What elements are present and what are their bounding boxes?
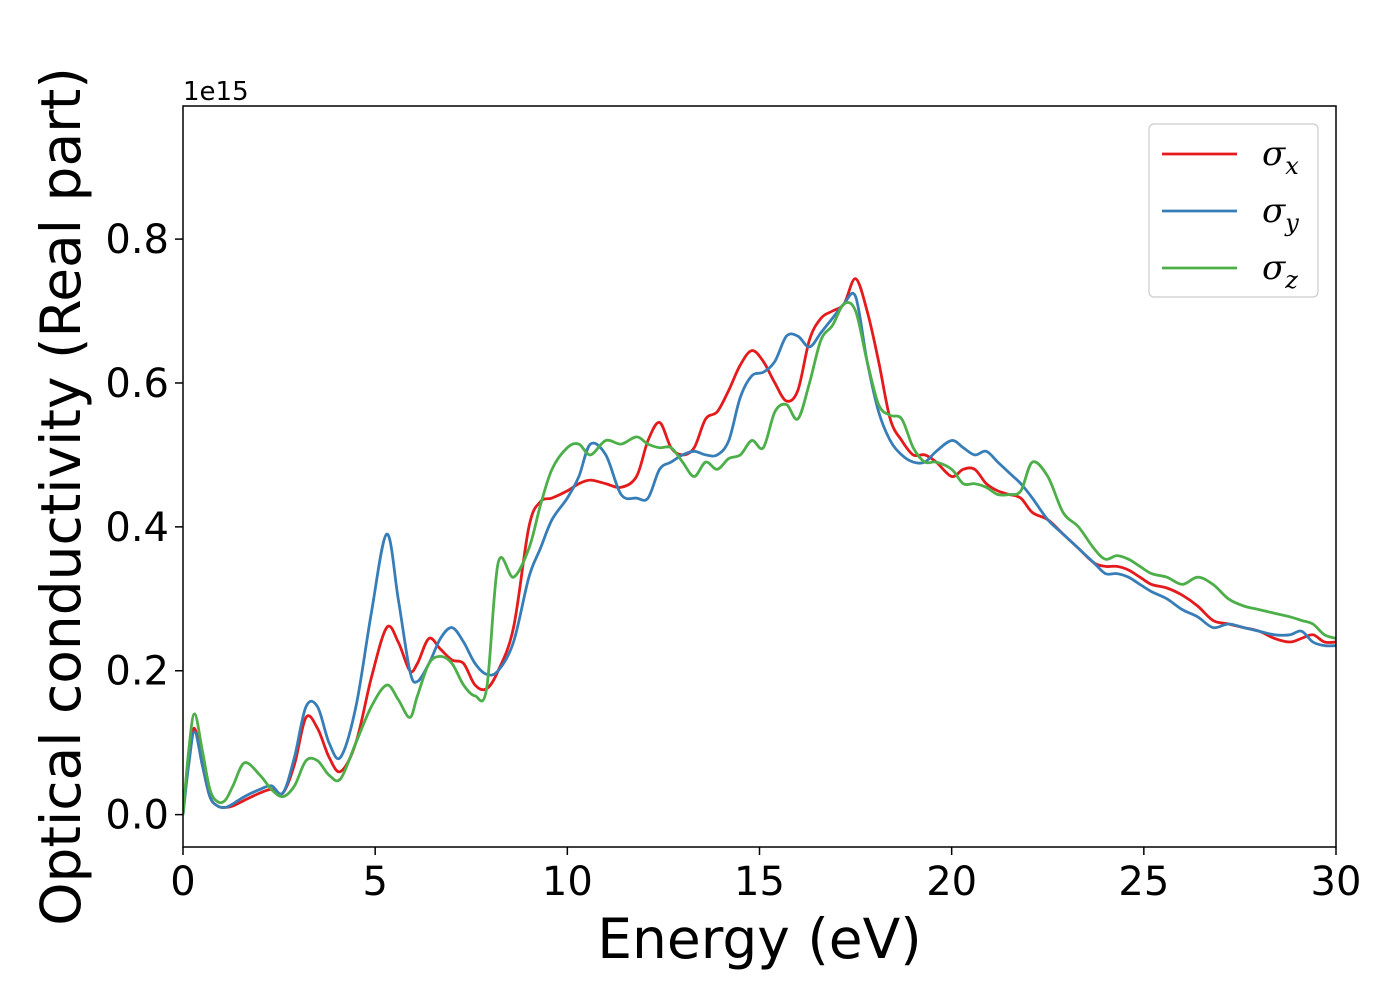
legend-subscript: y [1284, 209, 1299, 237]
legend-subscript: x [1285, 152, 1299, 180]
y-tick-label: 0.8 [105, 217, 169, 263]
y-tick-label: 0.0 [105, 793, 169, 839]
legend-subscript: z [1284, 266, 1298, 294]
x-tick-label: 10 [542, 859, 593, 905]
legend-label-y: σy [1262, 191, 1299, 237]
series-layer [183, 277, 1336, 815]
y-tick-label: 0.4 [105, 505, 169, 551]
legend-symbol: σ [1262, 191, 1286, 231]
series-line-y [183, 291, 1336, 815]
legend-label-x: σx [1262, 134, 1299, 180]
series-line-z [183, 301, 1336, 815]
x-axis-title: Energy (eV) [597, 907, 921, 971]
legend-label-z: σz [1262, 248, 1298, 294]
y-offset-label: 1e15 [183, 77, 249, 107]
y-axis: 0.0 0.2 0.4 0.6 0.8 [105, 217, 183, 839]
x-tick-label: 30 [1311, 859, 1362, 905]
x-tick-label: 25 [1118, 859, 1169, 905]
x-tick-label: 15 [734, 859, 785, 905]
y-tick-label: 0.2 [105, 649, 169, 695]
x-tick-label: 20 [926, 859, 977, 905]
y-tick-label: 0.6 [105, 361, 169, 407]
x-tick-label: 5 [362, 859, 387, 905]
legend-symbol: σ [1262, 248, 1286, 288]
x-tick-label: 0 [170, 859, 195, 905]
series-line-x [183, 277, 1336, 815]
x-axis: 0 5 10 15 20 25 30 [170, 847, 1361, 905]
legend-symbol: σ [1262, 134, 1286, 174]
y-axis-title: Optical conductivity (Real part) [29, 67, 93, 926]
